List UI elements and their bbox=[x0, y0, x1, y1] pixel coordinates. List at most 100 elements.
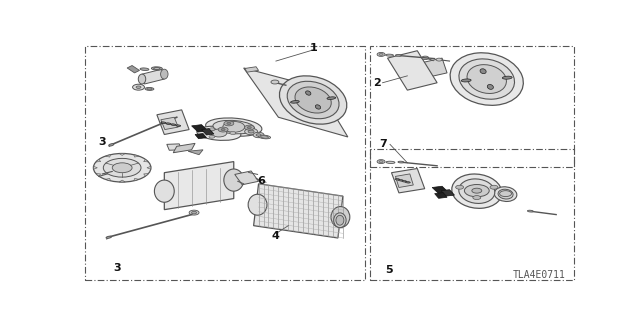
Polygon shape bbox=[195, 133, 207, 139]
Polygon shape bbox=[392, 169, 425, 193]
Circle shape bbox=[490, 185, 498, 189]
Circle shape bbox=[221, 129, 225, 131]
Ellipse shape bbox=[385, 54, 394, 56]
Polygon shape bbox=[191, 124, 208, 132]
Polygon shape bbox=[147, 166, 151, 169]
Ellipse shape bbox=[405, 181, 410, 183]
Ellipse shape bbox=[327, 97, 336, 100]
Circle shape bbox=[253, 132, 264, 138]
Ellipse shape bbox=[386, 161, 395, 164]
Circle shape bbox=[377, 52, 385, 56]
Ellipse shape bbox=[459, 179, 495, 204]
Ellipse shape bbox=[450, 53, 524, 105]
Polygon shape bbox=[167, 144, 182, 150]
Circle shape bbox=[209, 128, 215, 131]
Ellipse shape bbox=[147, 88, 152, 90]
Ellipse shape bbox=[333, 213, 346, 228]
Circle shape bbox=[256, 134, 261, 136]
Polygon shape bbox=[441, 190, 454, 196]
Polygon shape bbox=[188, 150, 203, 155]
Ellipse shape bbox=[399, 180, 403, 181]
Polygon shape bbox=[164, 162, 234, 210]
Text: 2: 2 bbox=[372, 78, 381, 88]
Circle shape bbox=[211, 129, 227, 137]
Ellipse shape bbox=[480, 69, 486, 74]
Polygon shape bbox=[396, 174, 413, 188]
Ellipse shape bbox=[161, 122, 166, 124]
Ellipse shape bbox=[197, 126, 241, 140]
Polygon shape bbox=[415, 58, 447, 79]
Ellipse shape bbox=[398, 161, 404, 163]
Text: 3: 3 bbox=[113, 262, 121, 273]
Text: 1: 1 bbox=[309, 43, 317, 53]
Ellipse shape bbox=[138, 74, 146, 84]
Polygon shape bbox=[253, 184, 343, 238]
Circle shape bbox=[223, 121, 244, 132]
Circle shape bbox=[271, 80, 279, 84]
Circle shape bbox=[377, 160, 385, 164]
Text: 3: 3 bbox=[99, 137, 106, 147]
Polygon shape bbox=[388, 51, 437, 90]
Ellipse shape bbox=[259, 135, 271, 139]
Text: TLA4E0711: TLA4E0711 bbox=[513, 270, 566, 280]
Text: 5: 5 bbox=[385, 265, 392, 275]
Circle shape bbox=[209, 135, 215, 138]
Ellipse shape bbox=[402, 180, 407, 182]
Polygon shape bbox=[143, 159, 148, 162]
Circle shape bbox=[473, 196, 481, 200]
Circle shape bbox=[227, 123, 231, 124]
Ellipse shape bbox=[331, 207, 350, 228]
Circle shape bbox=[218, 127, 228, 132]
Circle shape bbox=[244, 128, 257, 135]
Ellipse shape bbox=[395, 179, 400, 180]
Circle shape bbox=[93, 154, 151, 182]
Ellipse shape bbox=[527, 210, 533, 212]
Circle shape bbox=[112, 163, 132, 173]
Circle shape bbox=[224, 121, 234, 126]
Ellipse shape bbox=[287, 81, 339, 119]
Ellipse shape bbox=[396, 54, 401, 56]
Polygon shape bbox=[244, 68, 348, 137]
Ellipse shape bbox=[161, 69, 168, 79]
Polygon shape bbox=[435, 193, 447, 198]
Polygon shape bbox=[244, 67, 259, 72]
Circle shape bbox=[500, 191, 511, 196]
Ellipse shape bbox=[213, 120, 255, 134]
Polygon shape bbox=[119, 180, 125, 182]
Circle shape bbox=[422, 56, 429, 60]
Text: 7: 7 bbox=[380, 139, 387, 149]
Ellipse shape bbox=[295, 87, 332, 113]
Ellipse shape bbox=[487, 84, 493, 89]
Polygon shape bbox=[161, 117, 178, 130]
Ellipse shape bbox=[498, 189, 513, 199]
Polygon shape bbox=[105, 155, 111, 157]
Polygon shape bbox=[432, 186, 449, 194]
Circle shape bbox=[191, 212, 196, 214]
Ellipse shape bbox=[459, 59, 515, 99]
Ellipse shape bbox=[205, 118, 262, 136]
Ellipse shape bbox=[305, 91, 311, 95]
Ellipse shape bbox=[291, 100, 300, 103]
Polygon shape bbox=[96, 159, 100, 162]
Ellipse shape bbox=[152, 67, 163, 70]
Polygon shape bbox=[142, 69, 164, 84]
Circle shape bbox=[379, 53, 383, 55]
Polygon shape bbox=[173, 143, 195, 153]
Polygon shape bbox=[105, 179, 111, 181]
Circle shape bbox=[136, 86, 141, 88]
Polygon shape bbox=[157, 110, 189, 134]
Circle shape bbox=[436, 58, 442, 61]
Ellipse shape bbox=[467, 65, 506, 93]
Polygon shape bbox=[96, 173, 100, 176]
Ellipse shape bbox=[461, 79, 471, 82]
Ellipse shape bbox=[106, 236, 111, 238]
Ellipse shape bbox=[171, 124, 175, 125]
Circle shape bbox=[103, 158, 141, 177]
Ellipse shape bbox=[109, 144, 114, 146]
Ellipse shape bbox=[336, 215, 344, 225]
Polygon shape bbox=[143, 173, 148, 176]
Circle shape bbox=[189, 210, 199, 215]
Ellipse shape bbox=[154, 68, 160, 69]
Ellipse shape bbox=[224, 169, 244, 191]
Text: 6: 6 bbox=[257, 176, 265, 186]
